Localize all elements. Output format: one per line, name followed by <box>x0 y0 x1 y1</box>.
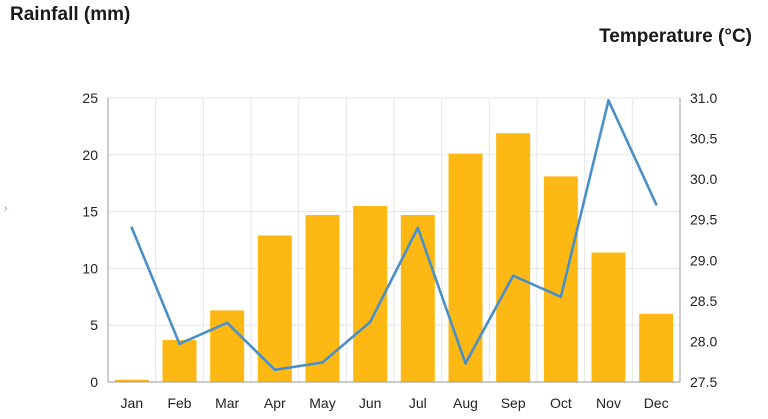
y-right-tick-label: 30.5 <box>690 131 717 147</box>
y-right-tick-label: 31.0 <box>690 90 717 106</box>
y-left-tick-label: 20 <box>82 147 98 163</box>
temperature-point-apr <box>273 368 277 372</box>
x-tick-label-aug: Aug <box>453 395 478 411</box>
bar-nov <box>591 252 626 382</box>
temperature-point-may <box>321 361 324 364</box>
y-right-tick-label: 30.0 <box>690 171 717 187</box>
y-left-tick-label: 0 <box>90 374 98 390</box>
temperature-point-dec <box>654 202 658 206</box>
temperature-point-jul <box>416 226 420 230</box>
bar-series <box>114 133 674 382</box>
y-axis-right-title: Temperature (°C) <box>599 26 752 47</box>
temperature-point-sep <box>511 274 515 278</box>
bar-jan <box>114 379 149 382</box>
x-tick-label-dec: Dec <box>644 395 669 411</box>
left-tick-labels: 0 5 10 15 20 25 <box>82 90 98 390</box>
x-tick-label-oct: Oct <box>550 395 572 411</box>
x-tick-label-apr: Apr <box>264 395 286 411</box>
y-right-tick-label: 28.0 <box>690 333 717 349</box>
temperature-line <box>130 99 658 372</box>
x-tick-label-mar: Mar <box>215 395 239 411</box>
x-tick-label-jun: Jun <box>359 395 382 411</box>
bar-mar <box>210 310 245 382</box>
y-left-tick-label: 5 <box>90 317 98 333</box>
bar-oct <box>543 176 578 382</box>
y-left-tick-label: 10 <box>82 260 98 276</box>
x-tick-label-may: May <box>309 395 335 411</box>
bar-jun <box>353 205 388 382</box>
bar-dec <box>639 313 674 382</box>
y-left-tick-label: 25 <box>82 90 98 106</box>
stray-chevron-mark: › <box>4 203 8 214</box>
y-right-tick-label: 29.5 <box>690 212 717 228</box>
bar-jul <box>400 215 435 382</box>
bar-sep <box>496 133 531 382</box>
bar-may <box>305 215 340 382</box>
x-tick-label-sep: Sep <box>501 395 526 411</box>
bar-apr <box>257 235 292 382</box>
temperature-point-jan <box>130 226 134 230</box>
x-tick-label-nov: Nov <box>596 395 621 411</box>
y-left-tick-label: 15 <box>82 204 98 220</box>
axes <box>107 98 681 383</box>
y-right-tick-label: 27.5 <box>690 374 717 390</box>
y-axis-left-title: Rainfall (mm) <box>10 4 131 25</box>
temperature-point-nov <box>607 99 610 102</box>
bar-aug <box>448 153 483 382</box>
y-right-tick-label: 29.0 <box>690 252 717 268</box>
line-series <box>130 99 658 372</box>
bar-feb <box>162 339 197 382</box>
y-right-tick-label: 28.5 <box>690 293 717 309</box>
temperature-point-oct <box>559 295 563 299</box>
temperature-point-jun <box>368 320 372 324</box>
temperature-point-mar <box>225 321 229 325</box>
x-tick-labels: Jan Feb Mar Apr May Jun Jul Aug Sep Oct Nov Dec <box>121 395 669 411</box>
right-tick-labels: 27.5 28.0 28.5 29.0 29.5 30.0 30.5 31.0 <box>690 90 717 390</box>
x-tick-label-jan: Jan <box>121 395 144 411</box>
temperature-point-feb <box>178 342 181 346</box>
temperature-point-aug <box>464 362 467 365</box>
x-tick-label-feb: Feb <box>167 395 191 411</box>
x-tick-label-jul: Jul <box>409 395 427 411</box>
